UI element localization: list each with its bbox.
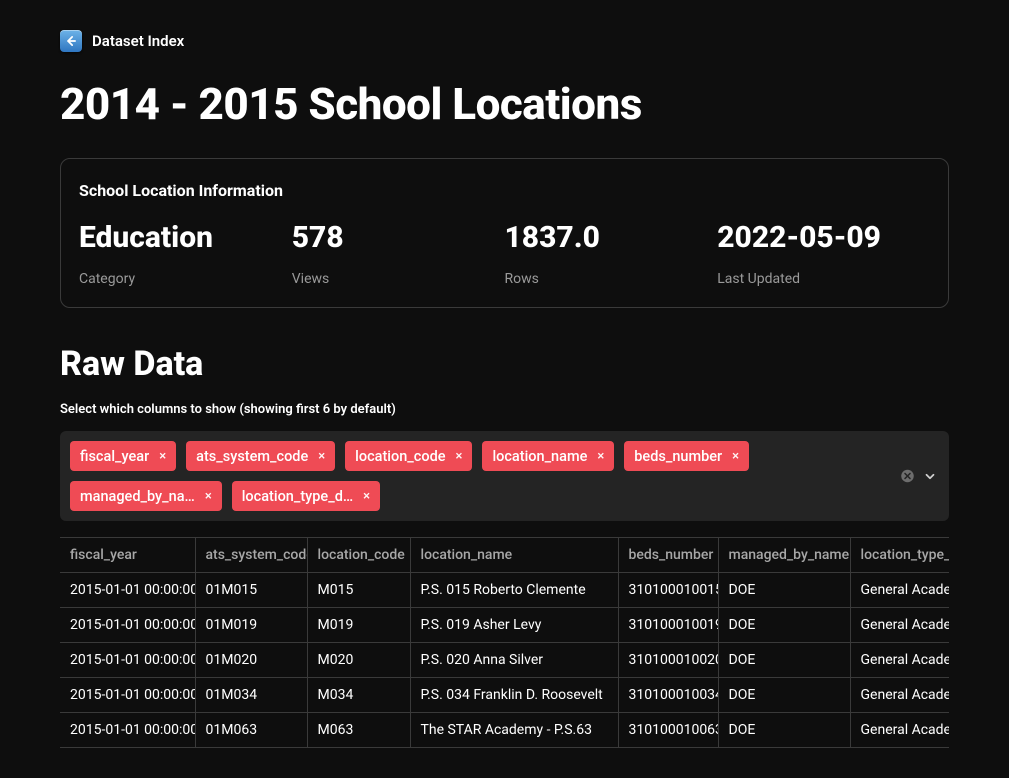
chip-label: fiscal_year (80, 448, 149, 465)
column-chip[interactable]: ats_system_code × (186, 441, 335, 471)
table-cell: DOE (718, 643, 850, 678)
column-header[interactable]: fiscal_year (60, 538, 195, 573)
info-card-title: School Location Information (79, 181, 930, 200)
table-cell: 310100010019 (618, 608, 718, 643)
chip-label: location_code (355, 448, 445, 465)
chip-label: location_type_d… (242, 488, 353, 505)
table-row: 2015-01-01 00:00:0001M034M034P.S. 034 Fr… (60, 678, 949, 713)
stat-value: 1837.0 (505, 220, 718, 255)
stat-value: 578 (292, 220, 505, 255)
stat-label: Rows (505, 271, 718, 287)
stats-row: Education Category 578 Views 1837.0 Rows… (79, 220, 930, 287)
chip-label: ats_system_code (196, 448, 308, 465)
table-cell: P.S. 019 Asher Levy (410, 608, 618, 643)
table-row: 2015-01-01 00:00:0001M015M015P.S. 015 Ro… (60, 573, 949, 608)
table-cell: General Acade (850, 608, 949, 643)
chip-remove-icon[interactable]: × (205, 489, 212, 504)
table-cell: P.S. 034 Franklin D. Roosevelt (410, 678, 618, 713)
chevron-down-icon[interactable] (923, 469, 937, 483)
chip-remove-icon[interactable]: × (318, 449, 325, 464)
table-cell: General Acade (850, 678, 949, 713)
back-link[interactable]: Dataset Index (60, 30, 949, 52)
table-cell: P.S. 015 Roberto Clemente (410, 573, 618, 608)
table-cell: M019 (307, 608, 410, 643)
table-row: 2015-01-01 00:00:0001M019M019P.S. 019 As… (60, 608, 949, 643)
table-cell: General Acade (850, 643, 949, 678)
column-chip[interactable]: managed_by_na… × (70, 481, 222, 511)
table-cell: 01M019 (195, 608, 307, 643)
column-header[interactable]: location_code (307, 538, 410, 573)
table-cell: 01M015 (195, 573, 307, 608)
stat-label: Category (79, 271, 292, 287)
stat-last-updated: 2022-05-09 Last Updated (717, 220, 930, 287)
table-cell: M063 (307, 713, 410, 748)
table-cell: 01M034 (195, 678, 307, 713)
table-cell: P.S. 020 Anna Silver (410, 643, 618, 678)
back-link-label: Dataset Index (92, 32, 184, 50)
table-cell: 2015-01-01 00:00:00 (60, 608, 195, 643)
raw-data-heading: Raw Data (60, 344, 949, 384)
chip-remove-icon[interactable]: × (597, 449, 604, 464)
table-cell: DOE (718, 678, 850, 713)
table-cell: M015 (307, 573, 410, 608)
column-chip[interactable]: beds_number × (624, 441, 749, 471)
column-header[interactable]: managed_by_name (718, 538, 850, 573)
column-chip[interactable]: location_type_d… × (232, 481, 380, 511)
chip-label: location_name (492, 448, 587, 465)
stat-views: 578 Views (292, 220, 505, 287)
info-card: School Location Information Education Ca… (60, 158, 949, 308)
table-cell: 01M020 (195, 643, 307, 678)
table-cell: 2015-01-01 00:00:00 (60, 573, 195, 608)
data-table-wrap: fiscal_yearats_system_codelocation_codel… (60, 537, 949, 748)
table-cell: General Acade (850, 713, 949, 748)
column-chip[interactable]: location_name × (482, 441, 614, 471)
header-row: fiscal_yearats_system_codelocation_codel… (60, 538, 949, 573)
table-cell: DOE (718, 573, 850, 608)
stat-category: Education Category (79, 220, 292, 287)
table-cell: 310100010063 (618, 713, 718, 748)
stat-value: 2022-05-09 (717, 220, 930, 255)
column-chip[interactable]: location_code × (345, 441, 472, 471)
table-cell: 2015-01-01 00:00:00 (60, 713, 195, 748)
table-row: 2015-01-01 00:00:0001M063M063The STAR Ac… (60, 713, 949, 748)
table-cell: General Acade (850, 573, 949, 608)
column-header[interactable]: ats_system_code (195, 538, 307, 573)
stat-rows: 1837.0 Rows (505, 220, 718, 287)
chip-label: managed_by_na… (80, 488, 195, 505)
page-title: 2014 - 2015 School Locations (60, 78, 949, 130)
chip-remove-icon[interactable]: × (732, 449, 739, 464)
column-select[interactable]: fiscal_year×ats_system_code×location_cod… (60, 431, 949, 521)
column-helper-text: Select which columns to show (showing fi… (60, 402, 949, 417)
table-cell: 2015-01-01 00:00:00 (60, 643, 195, 678)
back-arrow-icon (60, 30, 82, 52)
chip-remove-icon[interactable]: × (456, 449, 463, 464)
table-cell: 2015-01-01 00:00:00 (60, 678, 195, 713)
column-chip[interactable]: fiscal_year × (70, 441, 176, 471)
column-header[interactable]: location_type_ (850, 538, 949, 573)
stat-label: Views (292, 271, 505, 287)
table-row: 2015-01-01 00:00:0001M020M020P.S. 020 An… (60, 643, 949, 678)
table-cell: 310100010034 (618, 678, 718, 713)
column-header[interactable]: beds_number (618, 538, 718, 573)
chip-remove-icon[interactable]: × (159, 449, 166, 464)
stat-value: Education (79, 220, 292, 255)
table-cell: DOE (718, 608, 850, 643)
chip-label: beds_number (634, 448, 722, 465)
table-cell: M034 (307, 678, 410, 713)
chip-remove-icon[interactable]: × (363, 489, 370, 504)
column-header[interactable]: location_name (410, 538, 618, 573)
table-cell: 01M063 (195, 713, 307, 748)
clear-all-icon[interactable] (900, 469, 915, 484)
table-cell: 310100010020 (618, 643, 718, 678)
table-cell: M020 (307, 643, 410, 678)
table-cell: DOE (718, 713, 850, 748)
stat-label: Last Updated (717, 271, 930, 287)
table-cell: 310100010015 (618, 573, 718, 608)
table-cell: The STAR Academy - P.S.63 (410, 713, 618, 748)
